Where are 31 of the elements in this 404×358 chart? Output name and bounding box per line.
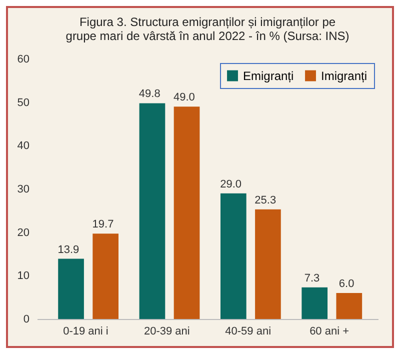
y-tick-label: 60: [17, 54, 30, 66]
text: Figura 3. Structura emigranților și imigranților pe: [79, 15, 336, 29]
x-tick-label: 0-19 ani i: [63, 326, 108, 338]
bar: [336, 293, 362, 319]
data-label: 49.8: [138, 88, 160, 100]
data-label: 13.9: [58, 244, 80, 256]
data-label: 29.0: [220, 178, 242, 190]
bar: [220, 193, 246, 319]
data-label: 19.7: [92, 218, 114, 231]
y-tick-label: 10: [17, 270, 30, 282]
legend-label: Emigranți: [243, 68, 294, 83]
y-tick-label: 20: [17, 226, 30, 239]
bar: [58, 258, 84, 319]
bar: [255, 209, 281, 319]
legend-label: Imigranți: [321, 68, 368, 83]
data-label: 6.0: [338, 278, 354, 290]
data-label: 25.3: [254, 194, 276, 206]
data-label: 7.3: [304, 272, 320, 284]
y-tick-label: 0: [23, 314, 30, 326]
bar: [139, 103, 166, 319]
x-tick-label: 60 ani +: [310, 326, 350, 338]
y-tick-label: 50: [17, 96, 30, 109]
text: grupe mari de vârstă în anul 2022 - în % (Sursa: INS): [66, 29, 350, 43]
data-label: 49.0: [173, 92, 195, 104]
x-tick-label: 20-39 ani: [144, 326, 190, 338]
bar: [302, 287, 328, 319]
y-tick-label: 40: [17, 140, 30, 152]
bar: [92, 234, 118, 319]
bar: [174, 106, 200, 319]
x-tick-label: 40-59 ani: [225, 326, 272, 338]
y-tick-label: 30: [17, 184, 30, 196]
